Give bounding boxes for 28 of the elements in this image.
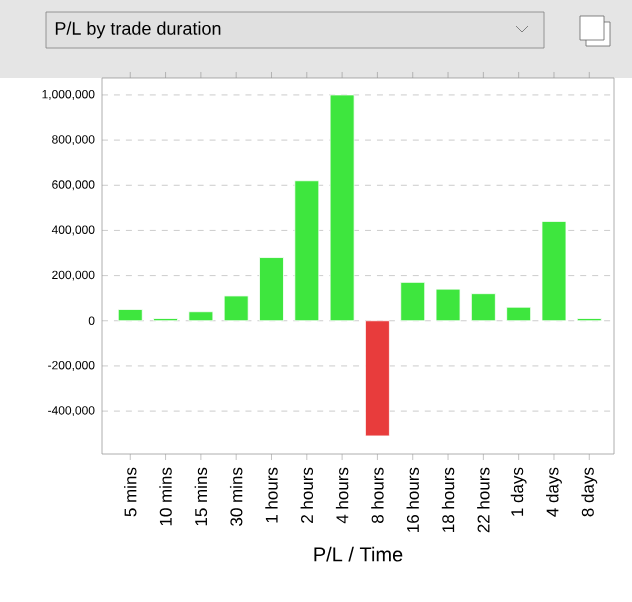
x-axis-title: P/L / Time xyxy=(314,546,403,562)
x-tick-label: 10 mins xyxy=(159,467,172,526)
chart-title: P/L by trade duration xyxy=(55,21,221,39)
bar xyxy=(435,288,461,322)
x-tick-label: 1 days xyxy=(510,467,527,516)
bar xyxy=(541,221,567,322)
x-tick-label: 4 days xyxy=(546,467,562,517)
x-tick-label: 22 hours xyxy=(477,467,490,533)
bar xyxy=(223,295,249,322)
bar xyxy=(294,180,320,322)
bar xyxy=(506,306,532,322)
bar xyxy=(117,309,143,322)
x-tick-label: 8 days xyxy=(581,467,598,517)
bar xyxy=(470,293,496,322)
x-tick-label: 4 hours xyxy=(335,467,349,524)
x-tick-label: 8 hours xyxy=(371,467,384,523)
x-tick-label: 18 hours xyxy=(441,467,455,532)
x-tick-label: 1 hours xyxy=(265,467,278,523)
x-tick-label: 30 mins xyxy=(229,467,243,526)
x-tick-label: 15 mins xyxy=(194,467,208,526)
bar xyxy=(259,257,284,322)
x-tick-label: 16 hours xyxy=(406,467,419,532)
bar xyxy=(365,320,390,437)
bar xyxy=(329,94,355,322)
bar xyxy=(400,281,426,322)
bar xyxy=(188,311,214,322)
x-tick-label: 5 mins xyxy=(124,467,137,517)
x-tick-label: 2 hours xyxy=(300,467,314,523)
